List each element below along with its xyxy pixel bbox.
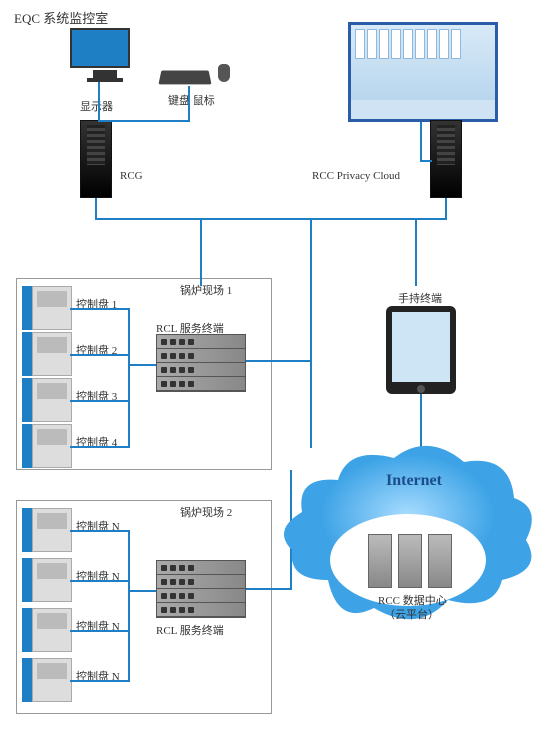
datacenter-server-icon — [428, 534, 452, 588]
connector-line — [95, 198, 97, 218]
keyboard-mouse-label: 键盘 鼠标 — [168, 92, 215, 108]
control-panel-icon — [22, 558, 72, 602]
internet-label: Internet — [386, 472, 442, 490]
rcl-label: RCL 服务终端 — [156, 622, 224, 638]
rcc-cloud-label: RCC Privacy Cloud — [312, 170, 400, 182]
connector-line — [188, 86, 190, 122]
handheld-label: 手持终端 — [398, 290, 442, 306]
rcg-tower-icon — [80, 120, 112, 198]
connector-line — [70, 680, 128, 682]
control-panel-icon — [22, 424, 72, 468]
datacenter-sub-label: （云平台） — [384, 606, 439, 622]
site1-title: 锅炉现场 1 — [180, 282, 232, 298]
connector-line — [128, 364, 156, 366]
control-panel-icon — [22, 378, 72, 422]
connector-line — [70, 446, 128, 448]
control-panel-icon — [22, 508, 72, 552]
tablet-icon — [386, 306, 456, 394]
diagram-title: EQC 系统监控室 — [14, 8, 108, 27]
rcl-label: RCL 服务终端 — [156, 320, 224, 336]
wall-screen-icon — [348, 22, 498, 122]
connector-line — [70, 400, 128, 402]
connector-line — [70, 308, 128, 310]
bus-line — [310, 218, 312, 448]
bus-line — [200, 218, 202, 286]
connector-line — [128, 308, 130, 448]
connector-line — [70, 530, 128, 532]
control-panel-icon — [22, 608, 72, 652]
control-panel-icon — [22, 658, 72, 702]
rcl-rack-icon — [156, 334, 246, 392]
monitor-icon — [70, 28, 140, 88]
connector-line — [98, 82, 100, 120]
rcc-tower-icon — [430, 120, 462, 198]
connector-line — [246, 360, 312, 362]
connector-line — [128, 530, 130, 682]
datacenter-server-icon — [368, 534, 392, 588]
connector-line — [98, 120, 190, 122]
connector-line — [445, 198, 447, 218]
control-panel-icon — [22, 286, 72, 330]
connector-line — [420, 160, 432, 162]
connector-line — [128, 590, 156, 592]
datacenter-server-icon — [398, 534, 422, 588]
control-panel-icon — [22, 332, 72, 376]
connector-line — [70, 354, 128, 356]
connector-line — [420, 122, 422, 162]
bus-line — [415, 218, 417, 286]
site2-title: 锅炉现场 2 — [180, 504, 232, 520]
connector-line — [70, 630, 128, 632]
monitor-label: 显示器 — [80, 98, 113, 114]
rcg-label: RCG — [120, 170, 143, 182]
keyboard-icon — [158, 70, 211, 84]
backbone-line — [95, 218, 447, 220]
connector-line — [70, 580, 128, 582]
rcl-rack-icon — [156, 560, 246, 618]
mouse-icon — [218, 64, 230, 82]
